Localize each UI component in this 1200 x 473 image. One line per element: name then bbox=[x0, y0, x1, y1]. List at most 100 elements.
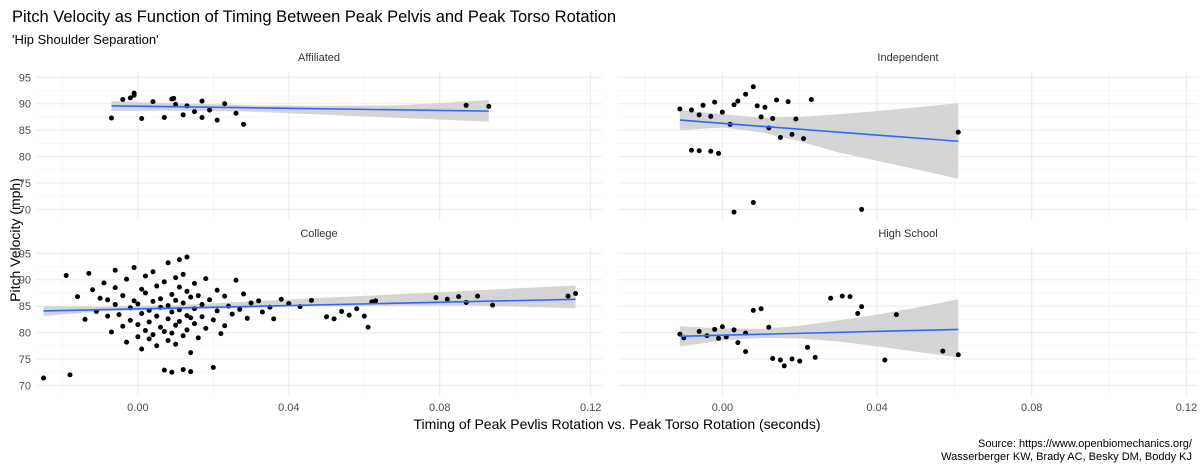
data-point bbox=[474, 293, 480, 299]
data-point bbox=[203, 325, 209, 331]
data-point bbox=[766, 324, 772, 330]
data-point bbox=[161, 367, 167, 373]
data-point bbox=[785, 99, 791, 105]
data-point bbox=[158, 296, 164, 302]
x-tick-label: 0.04 bbox=[278, 402, 299, 414]
data-point bbox=[859, 304, 865, 310]
data-point bbox=[804, 344, 810, 350]
y-tick-label: 90 bbox=[19, 99, 31, 111]
data-point bbox=[195, 293, 201, 299]
data-point bbox=[743, 91, 749, 97]
facet-label-independent: Independent bbox=[877, 52, 938, 64]
data-point bbox=[735, 340, 741, 346]
data-point bbox=[346, 312, 352, 318]
data-point bbox=[154, 283, 160, 289]
data-point bbox=[700, 102, 706, 108]
data-point bbox=[173, 101, 179, 107]
x-tick-label: 0.12 bbox=[580, 402, 601, 414]
facet-affiliated: Affiliated 70 75 80 85 90 95 bbox=[19, 52, 602, 220]
data-point bbox=[801, 136, 807, 142]
data-point bbox=[176, 318, 182, 324]
data-point bbox=[101, 280, 107, 286]
y-axis-label: Pitch Velocity (mph) bbox=[7, 178, 23, 302]
data-point bbox=[828, 295, 834, 301]
facet-independent: Independent bbox=[618, 52, 1198, 220]
data-point bbox=[150, 269, 156, 275]
data-point bbox=[90, 287, 96, 293]
data-point bbox=[808, 96, 814, 102]
data-point bbox=[199, 314, 205, 320]
data-point bbox=[191, 321, 197, 327]
data-point bbox=[112, 267, 118, 273]
data-point bbox=[139, 346, 145, 352]
data-point bbox=[184, 327, 190, 333]
data-point bbox=[244, 315, 250, 321]
data-point bbox=[731, 327, 737, 333]
data-point bbox=[743, 349, 749, 355]
data-point bbox=[214, 287, 220, 293]
data-point bbox=[180, 300, 186, 306]
data-point bbox=[696, 112, 702, 118]
data-point bbox=[108, 329, 114, 335]
data-point bbox=[188, 369, 194, 375]
y-tick-label: 95 bbox=[19, 248, 31, 260]
data-point bbox=[63, 272, 69, 278]
data-point bbox=[573, 290, 579, 296]
data-point bbox=[199, 114, 205, 120]
data-point bbox=[165, 303, 171, 309]
data-point bbox=[124, 339, 130, 345]
data-point bbox=[237, 306, 243, 312]
data-point bbox=[127, 317, 133, 323]
data-point bbox=[188, 294, 194, 300]
fit-line bbox=[43, 298, 576, 312]
fit-line bbox=[111, 105, 489, 112]
data-point bbox=[812, 354, 818, 360]
data-point bbox=[339, 308, 345, 314]
data-point bbox=[839, 293, 845, 299]
data-point bbox=[207, 297, 213, 303]
data-point bbox=[688, 147, 694, 153]
data-point bbox=[161, 279, 167, 285]
data-point bbox=[173, 297, 179, 303]
data-point bbox=[754, 103, 760, 109]
data-point bbox=[127, 95, 133, 101]
data-point bbox=[712, 99, 718, 105]
data-point bbox=[199, 302, 205, 308]
data-point bbox=[955, 129, 961, 135]
fit-line bbox=[679, 328, 959, 338]
data-point bbox=[222, 293, 228, 299]
data-point bbox=[241, 121, 247, 127]
data-point bbox=[789, 131, 795, 137]
data-point bbox=[433, 295, 439, 301]
data-point bbox=[135, 334, 141, 340]
data-point bbox=[112, 302, 118, 308]
data-point bbox=[150, 332, 156, 338]
data-point bbox=[184, 288, 190, 294]
x-tick-label: 0.04 bbox=[866, 402, 887, 414]
data-point bbox=[131, 298, 137, 304]
data-point bbox=[176, 284, 182, 290]
data-point bbox=[712, 326, 718, 332]
data-point bbox=[719, 109, 725, 115]
facet-label-high-school: High School bbox=[878, 228, 937, 240]
data-point bbox=[191, 109, 197, 115]
y-tick-label: 75 bbox=[19, 178, 31, 190]
data-point bbox=[171, 95, 177, 101]
data-point bbox=[169, 309, 175, 315]
data-point bbox=[116, 312, 122, 318]
data-point bbox=[324, 314, 330, 320]
facet-college: College 70 75 80 85 90 95 0.00 0.04 0.08 0.12 bbox=[19, 228, 602, 414]
data-point bbox=[120, 323, 126, 329]
data-point bbox=[271, 316, 277, 322]
data-point bbox=[214, 117, 220, 123]
y-tick-label: 85 bbox=[19, 125, 31, 137]
data-point bbox=[354, 306, 360, 312]
data-point bbox=[82, 316, 88, 322]
data-point bbox=[120, 293, 126, 299]
data-point bbox=[124, 276, 130, 282]
data-point bbox=[154, 313, 160, 319]
data-point bbox=[180, 367, 186, 373]
data-point bbox=[233, 277, 239, 283]
y-tick-label: 70 bbox=[19, 204, 31, 216]
data-point bbox=[135, 322, 141, 328]
